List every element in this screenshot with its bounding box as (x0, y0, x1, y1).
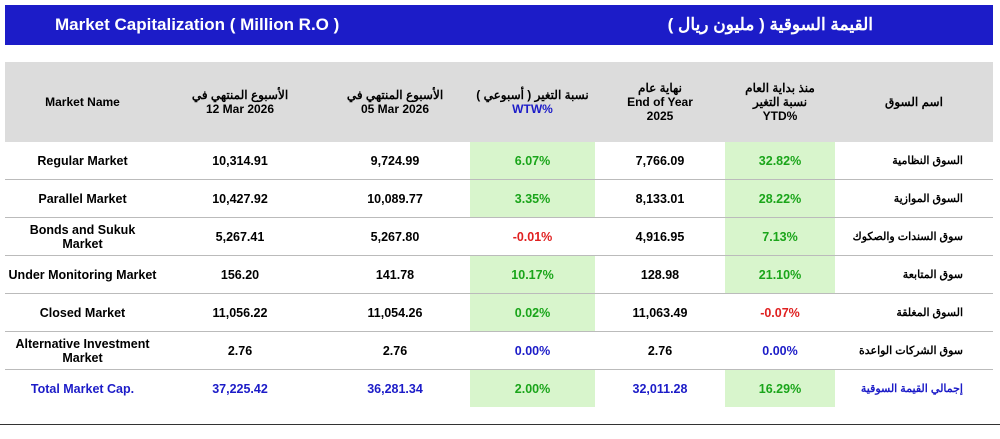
cell: 7,766.09 (595, 142, 725, 180)
header-line: نهاية عام (638, 81, 682, 95)
market-name-ar: السوق النظامية (835, 142, 993, 180)
table-row: Parallel Market 10,427.92 10,089.77 3.35% 8,… (5, 179, 993, 218)
cell: 10,427.92 (160, 179, 320, 218)
header-line: 12 Mar 2026 (205, 102, 275, 116)
table-row: Closed Market 11,056.22 11,054.26 0.02% 11,0… (5, 293, 993, 332)
column-header: اسم السوق (835, 62, 993, 142)
column-header: نهاية عام End of Year 2025 (595, 62, 725, 142)
market-name-ar: سوق الشركات الواعدة (835, 331, 993, 370)
header-line: الأسبوع المنتهي في (191, 88, 289, 102)
column-header: نسبة التغير ( أسبوعي ) WTW% (470, 62, 595, 142)
cell: 0.02% (470, 293, 595, 332)
cell: 28.22% (725, 179, 835, 218)
market-name-ar: السوق الموازية (835, 179, 993, 218)
cell: 10.17% (470, 255, 595, 294)
market-name: Under Monitoring Market (5, 255, 160, 294)
total-row: Total Market Cap. 37,225.42 36,281.34 2.00%… (5, 369, 993, 407)
cell: 5,267.41 (160, 217, 320, 256)
column-header: Market Name (5, 62, 160, 142)
header-line: نسبة التغير (752, 95, 808, 109)
market-name: Total Market Cap. (30, 381, 135, 396)
header-line: اسم السوق (885, 95, 943, 109)
table-row: Under Monitoring Market 156.20 141.78 10.17… (5, 255, 993, 294)
column-header: منذ بداية العام نسبة التغير YTD% (725, 62, 835, 142)
cell: 32,011.28 (632, 381, 688, 396)
cell: 7.13% (725, 217, 835, 256)
cell: 11,056.22 (160, 293, 320, 332)
cell: 128.98 (595, 255, 725, 294)
market-name: Parallel Market (5, 179, 160, 218)
market-name-ar: السوق المغلقة (835, 293, 993, 332)
market-name: Bonds and Sukuk Market (5, 217, 160, 256)
cell: 10,314.91 (160, 142, 320, 180)
cell: -0.07% (725, 293, 835, 332)
header-line: منذ بداية العام (745, 81, 815, 95)
cell: 11,054.26 (320, 293, 470, 332)
market-name-ar: إجمالي القيمة السوقية (860, 383, 963, 395)
cell: 6.07% (470, 142, 595, 180)
bottom-rule (0, 424, 1000, 425)
header-line: End of Year (627, 95, 693, 109)
column-header: الأسبوع المنتهي في 05 Mar 2026 (320, 62, 470, 142)
cell: 21.10% (725, 255, 835, 294)
header-line: WTW% (512, 102, 553, 116)
table-row: Bonds and Sukuk Market 5,267.41 5,267.80 -0… (5, 217, 993, 256)
market-name-ar: سوق المتابعة (835, 255, 993, 294)
header-line: YTD% (762, 109, 798, 123)
cell: 8,133.01 (595, 179, 725, 218)
cell: 2.00% (470, 369, 595, 407)
cell: 156.20 (160, 255, 320, 294)
cell: 3.35% (470, 179, 595, 218)
header-line: Market Name (45, 95, 120, 109)
cell: 9,724.99 (320, 142, 470, 180)
table-row: Regular Market 10,314.91 9,724.99 6.07% 7,76… (5, 142, 993, 180)
cell: 2.76 (320, 331, 470, 370)
cell: 0.00% (725, 331, 835, 370)
market-name-ar: سوق السندات والصكوك (835, 217, 993, 256)
title-ar: القيمة السوقية ( مليون ريال ) (667, 15, 873, 34)
market-name: Alternative Investment Market (5, 331, 160, 370)
cell: 0.00% (470, 331, 595, 370)
cell: 141.78 (320, 255, 470, 294)
cell: 5,267.80 (320, 217, 470, 256)
cell: 4,916.95 (595, 217, 725, 256)
cell: 10,089.77 (320, 179, 470, 218)
column-header: الأسبوع المنتهي في 12 Mar 2026 (160, 62, 320, 142)
cell: 2.76 (595, 331, 725, 370)
header-line: الأسبوع المنتهي في (346, 88, 444, 102)
title-bar: Market Capitalization ( Million R.O ) ال… (5, 5, 993, 45)
cell: 16.29% (725, 369, 835, 407)
cell: 32.82% (725, 142, 835, 180)
header-line: 05 Mar 2026 (360, 102, 430, 116)
cell: 11,063.49 (595, 293, 725, 332)
title-en: Market Capitalization ( Million R.O ) (55, 15, 340, 34)
table-row: Alternative Investment Market 2.76 2.76 0.0… (5, 331, 993, 370)
market-name: Closed Market (5, 293, 160, 332)
cell: 36,281.34 (367, 381, 423, 396)
market-cap-table: Market Name الأسبوع المنتهي في 12 Mar 2026… (5, 62, 993, 407)
cell: 2.76 (160, 331, 320, 370)
cell: -0.01% (470, 217, 595, 256)
cell: 37,225.42 (212, 381, 268, 396)
header-line: 2025 (646, 109, 674, 123)
header-line: نسبة التغير ( أسبوعي ) (476, 88, 589, 102)
market-name: Regular Market (5, 142, 160, 180)
